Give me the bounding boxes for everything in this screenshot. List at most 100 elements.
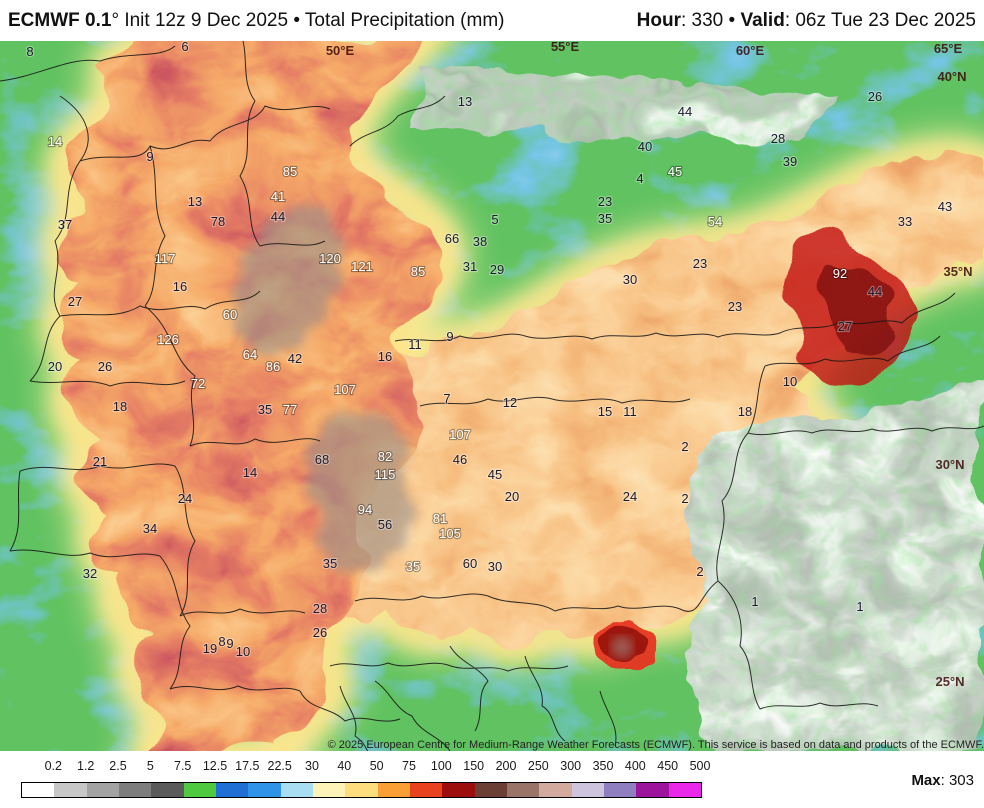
svg-text:44: 44 — [678, 104, 692, 119]
svg-text:46: 46 — [453, 452, 467, 467]
svg-text:2: 2 — [681, 439, 688, 454]
svg-text:45: 45 — [668, 164, 682, 179]
svg-text:24: 24 — [623, 489, 637, 504]
svg-text:5: 5 — [491, 212, 498, 227]
svg-text:13: 13 — [458, 94, 472, 109]
svg-text:85: 85 — [411, 264, 425, 279]
svg-text:30°N: 30°N — [935, 457, 964, 472]
svg-text:16: 16 — [173, 279, 187, 294]
svg-text:35: 35 — [406, 559, 420, 574]
svg-text:120: 120 — [319, 251, 341, 266]
svg-text:33: 33 — [898, 214, 912, 229]
svg-text:43: 43 — [938, 199, 952, 214]
svg-text:40°N: 40°N — [937, 69, 966, 84]
svg-text:18: 18 — [738, 404, 752, 419]
svg-text:8: 8 — [218, 634, 225, 649]
svg-text:72: 72 — [191, 376, 205, 391]
svg-text:64: 64 — [243, 347, 257, 362]
svg-text:23: 23 — [598, 194, 612, 209]
svg-text:25°N: 25°N — [935, 674, 964, 689]
svg-text:16: 16 — [378, 349, 392, 364]
svg-text:2: 2 — [696, 564, 703, 579]
svg-text:105: 105 — [439, 526, 461, 541]
svg-text:26: 26 — [868, 89, 882, 104]
svg-text:55°E: 55°E — [551, 41, 580, 54]
svg-text:81: 81 — [433, 511, 447, 526]
svg-text:9: 9 — [146, 149, 153, 164]
svg-text:60: 60 — [463, 556, 477, 571]
svg-text:45: 45 — [488, 467, 502, 482]
svg-text:26: 26 — [313, 625, 327, 640]
svg-text:41: 41 — [271, 189, 285, 204]
svg-text:126: 126 — [157, 332, 179, 347]
svg-text:14: 14 — [243, 465, 257, 480]
svg-text:18: 18 — [113, 399, 127, 414]
svg-text:42: 42 — [288, 351, 302, 366]
svg-text:27: 27 — [838, 319, 852, 334]
svg-text:78: 78 — [211, 214, 225, 229]
svg-text:10: 10 — [783, 374, 797, 389]
svg-text:8: 8 — [26, 44, 33, 59]
svg-text:82: 82 — [378, 449, 392, 464]
svg-text:40: 40 — [638, 139, 652, 154]
svg-text:31: 31 — [463, 259, 477, 274]
svg-text:20: 20 — [48, 359, 62, 374]
svg-text:60°E: 60°E — [736, 43, 765, 58]
svg-text:115: 115 — [375, 467, 396, 482]
svg-text:35: 35 — [323, 556, 337, 571]
svg-text:12: 12 — [503, 395, 517, 410]
svg-text:92: 92 — [833, 266, 847, 281]
svg-text:6: 6 — [181, 41, 188, 54]
svg-text:35: 35 — [598, 211, 612, 226]
svg-text:77: 77 — [283, 402, 297, 417]
svg-text:10: 10 — [236, 644, 250, 659]
svg-text:15: 15 — [598, 404, 612, 419]
svg-text:50°E: 50°E — [326, 43, 355, 58]
svg-text:35: 35 — [258, 402, 272, 417]
svg-text:85: 85 — [283, 164, 297, 179]
svg-text:26: 26 — [98, 359, 112, 374]
svg-text:21: 21 — [93, 454, 107, 469]
svg-text:68: 68 — [315, 452, 329, 467]
svg-text:32: 32 — [83, 566, 97, 581]
svg-text:11: 11 — [408, 337, 422, 352]
svg-text:107: 107 — [449, 427, 471, 442]
svg-text:28: 28 — [313, 601, 327, 616]
svg-text:65°E: 65°E — [934, 41, 963, 56]
svg-text:7: 7 — [443, 391, 450, 406]
svg-text:121: 121 — [351, 259, 373, 274]
svg-text:37: 37 — [58, 217, 72, 232]
svg-text:44: 44 — [271, 209, 285, 224]
svg-text:30: 30 — [488, 559, 502, 574]
svg-text:29: 29 — [490, 262, 504, 277]
svg-text:24: 24 — [178, 491, 192, 506]
svg-text:54: 54 — [708, 214, 722, 229]
svg-text:2: 2 — [681, 491, 688, 506]
svg-text:27: 27 — [68, 294, 82, 309]
svg-text:23: 23 — [693, 256, 707, 271]
svg-text:1: 1 — [856, 599, 863, 614]
svg-text:107: 107 — [334, 382, 356, 397]
svg-text:1: 1 — [751, 594, 758, 609]
svg-text:9: 9 — [226, 636, 233, 651]
svg-text:13: 13 — [188, 194, 202, 209]
svg-text:19: 19 — [203, 641, 217, 656]
svg-text:14: 14 — [48, 134, 62, 149]
svg-text:66: 66 — [445, 231, 459, 246]
svg-text:44: 44 — [868, 284, 882, 299]
svg-text:11: 11 — [623, 404, 637, 419]
svg-text:20: 20 — [505, 489, 519, 504]
svg-text:23: 23 — [728, 299, 742, 314]
svg-text:86: 86 — [266, 359, 280, 374]
svg-text:9: 9 — [446, 329, 453, 344]
svg-text:60: 60 — [223, 307, 237, 322]
svg-text:30: 30 — [623, 272, 637, 287]
svg-text:39: 39 — [783, 154, 797, 169]
svg-text:56: 56 — [378, 517, 392, 532]
svg-text:34: 34 — [143, 521, 157, 536]
svg-text:117: 117 — [155, 251, 176, 266]
svg-text:4: 4 — [636, 171, 643, 186]
svg-text:94: 94 — [358, 502, 372, 517]
svg-text:38: 38 — [473, 234, 487, 249]
svg-text:35°N: 35°N — [943, 264, 972, 279]
